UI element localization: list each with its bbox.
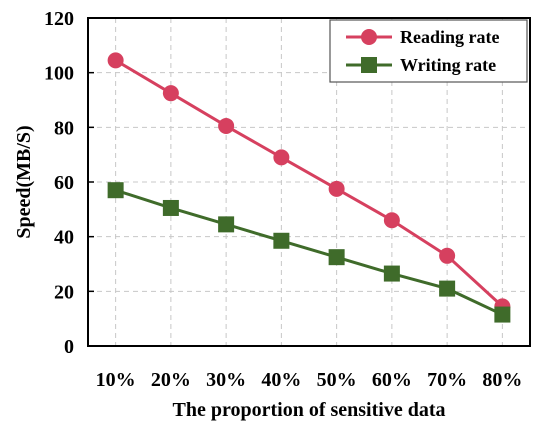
- legend-label: Reading rate: [400, 27, 499, 47]
- x-tick-label: 40%: [261, 369, 301, 391]
- x-axis-title: The proportion of sensitive data: [173, 399, 446, 421]
- series-line: [114, 59, 504, 308]
- data-point: [383, 265, 400, 282]
- x-tick-label: 30%: [206, 369, 246, 391]
- data-point: [107, 52, 124, 69]
- plot-frame: [87, 17, 531, 347]
- x-tick-label: 80%: [482, 369, 522, 391]
- data-point: [439, 280, 456, 297]
- x-tick-label: 10%: [96, 369, 136, 391]
- data-point: [328, 180, 345, 197]
- y-tick-label: 100: [44, 63, 74, 85]
- data-point: [107, 182, 124, 199]
- y-tick-label: 60: [54, 172, 74, 194]
- y-tick-label: 0: [64, 336, 74, 358]
- y-axis-ticks: 0 20 40 60 80 100 120: [44, 8, 94, 358]
- y-tick-label: 80: [54, 117, 74, 139]
- x-axis-ticks: 10% 20% 30% 40% 50% 60% 70% 80%: [96, 369, 523, 391]
- data-point: [162, 85, 179, 102]
- x-tick-label: 50%: [317, 369, 357, 391]
- series-line: [115, 188, 504, 316]
- legend-marker: [361, 29, 377, 45]
- data-point: [328, 249, 345, 266]
- series-writing-rate: [107, 182, 511, 323]
- data-point: [494, 306, 511, 323]
- legend-label: Writing rate: [400, 55, 496, 75]
- data-point: [218, 216, 235, 233]
- y-axis-title: Speed(MB/S): [13, 125, 35, 238]
- y-tick-label: 40: [54, 227, 74, 249]
- data-point: [162, 199, 179, 216]
- data-point: [273, 149, 290, 166]
- y-tick-label: 20: [54, 281, 74, 303]
- legend: Reading rate Writing rate: [329, 19, 528, 83]
- x-tick-label: 60%: [372, 369, 412, 391]
- data-point: [273, 232, 290, 249]
- data-point: [439, 247, 456, 264]
- series-group: [107, 52, 511, 323]
- y-tick-label: 120: [44, 8, 74, 30]
- series-reading-rate: [107, 52, 511, 315]
- x-tick-label: 70%: [427, 369, 467, 391]
- data-point: [383, 212, 400, 229]
- legend-marker: [361, 57, 377, 73]
- data-point: [218, 117, 235, 134]
- x-tick-label: 20%: [151, 369, 191, 391]
